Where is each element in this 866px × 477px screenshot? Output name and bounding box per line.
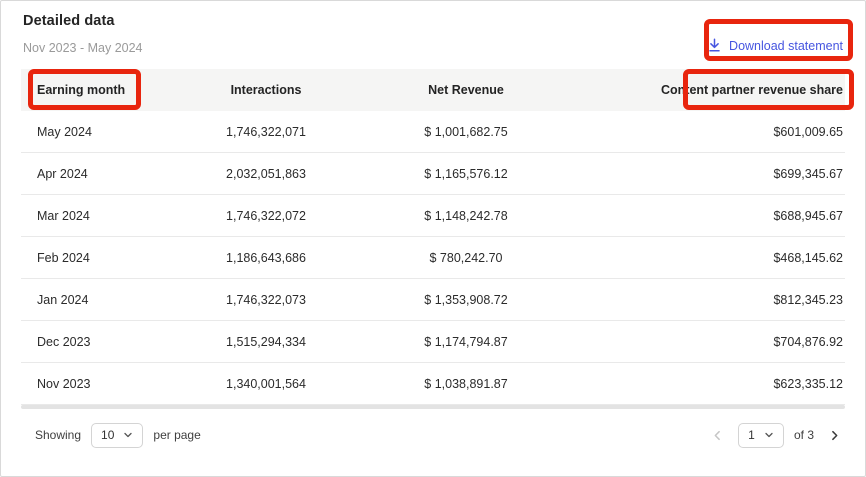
table-row: Mar 2024 1,746,322,072 $ 1,148,242.78 $6… — [21, 195, 845, 237]
cell-earning-month: Mar 2024 — [37, 208, 90, 223]
cell-net-revenue: $ 1,148,242.78 — [424, 208, 508, 223]
current-page-value: 1 — [748, 428, 755, 442]
showing-label: Showing — [35, 428, 82, 442]
column-header-net-revenue: Net Revenue — [428, 83, 504, 97]
table-row: Dec 2023 1,515,294,334 $ 1,174,794.87 $7… — [21, 321, 845, 363]
chevron-down-icon — [123, 430, 133, 440]
column-header-interactions: Interactions — [230, 83, 302, 97]
cell-net-revenue: $ 1,038,891.87 — [424, 376, 508, 391]
table-header-row: Earning month Interactions Net Revenue C… — [21, 69, 845, 111]
footer-divider — [21, 405, 845, 409]
table-row: Nov 2023 1,340,001,564 $ 1,038,891.87 $6… — [21, 363, 845, 405]
table-body: May 2024 1,746,322,071 $ 1,001,682.75 $6… — [21, 111, 845, 405]
panel-header: Detailed data Nov 2023 - May 2024 — [1, 1, 865, 55]
table-row: Feb 2024 1,186,643,686 $ 780,242.70 $468… — [21, 237, 845, 279]
per-page-label: per page — [153, 428, 201, 442]
cell-partner-share: $812,345.23 — [773, 292, 843, 307]
earnings-table: Earning month Interactions Net Revenue C… — [21, 69, 845, 405]
download-icon — [707, 38, 722, 53]
page-size-value: 10 — [101, 428, 115, 442]
cell-interactions: 1,746,322,071 — [226, 124, 306, 139]
column-header-partner-share: Content partner revenue share — [661, 83, 843, 97]
cell-interactions: 1,746,322,073 — [226, 292, 306, 307]
cell-net-revenue: $ 1,165,576.12 — [424, 166, 508, 181]
cell-partner-share: $468,145.62 — [773, 250, 843, 265]
date-range: Nov 2023 - May 2024 — [23, 41, 143, 55]
table-row: Apr 2024 2,032,051,863 $ 1,165,576.12 $6… — [21, 153, 845, 195]
cell-net-revenue: $ 1,174,794.87 — [424, 334, 508, 349]
cell-earning-month: Dec 2023 — [37, 334, 91, 349]
cell-net-revenue: $ 780,242.70 — [429, 250, 503, 265]
cell-earning-month: Nov 2023 — [37, 376, 91, 391]
cell-partner-share: $623,335.12 — [773, 376, 843, 391]
cell-net-revenue: $ 1,001,682.75 — [424, 124, 508, 139]
cell-partner-share: $699,345.67 — [773, 166, 843, 181]
cell-interactions: 1,515,294,334 — [226, 334, 306, 349]
cell-earning-month: Jan 2024 — [37, 292, 89, 307]
chevron-right-icon — [828, 429, 841, 442]
page-number-select[interactable]: 1 — [737, 422, 784, 448]
chevron-left-icon — [711, 429, 724, 442]
page-size-control: Showing 10 per page — [35, 422, 201, 448]
page-title: Detailed data — [23, 13, 115, 29]
previous-page-button[interactable] — [707, 427, 728, 444]
cell-partner-share: $601,009.65 — [773, 124, 843, 139]
cell-interactions: 1,186,643,686 — [226, 250, 306, 265]
next-page-button[interactable] — [824, 427, 845, 444]
cell-interactions: 2,032,051,863 — [226, 166, 306, 181]
cell-earning-month: Feb 2024 — [37, 250, 90, 265]
cell-interactions: 1,746,322,072 — [226, 208, 306, 223]
page-size-select[interactable]: 10 — [91, 422, 144, 448]
table-row: May 2024 1,746,322,071 $ 1,001,682.75 $6… — [21, 111, 845, 153]
cell-partner-share: $688,945.67 — [773, 208, 843, 223]
cell-earning-month: Apr 2024 — [37, 166, 88, 181]
table-footer: Showing 10 per page 1 of 3 — [21, 415, 845, 455]
cell-partner-share: $704,876.92 — [773, 334, 843, 349]
pagination-control: 1 of 3 — [707, 422, 845, 448]
download-label: Download statement — [729, 38, 843, 53]
cell-net-revenue: $ 1,353,908.72 — [424, 292, 508, 307]
cell-interactions: 1,340,001,564 — [226, 376, 306, 391]
cell-earning-month: May 2024 — [37, 124, 92, 139]
column-header-earning-month: Earning month — [37, 83, 126, 97]
table-row: Jan 2024 1,746,322,073 $ 1,353,908.72 $8… — [21, 279, 845, 321]
page-count-label: of 3 — [793, 428, 814, 442]
download-statement-link[interactable]: Download statement — [707, 38, 843, 53]
chevron-down-icon — [764, 430, 774, 440]
